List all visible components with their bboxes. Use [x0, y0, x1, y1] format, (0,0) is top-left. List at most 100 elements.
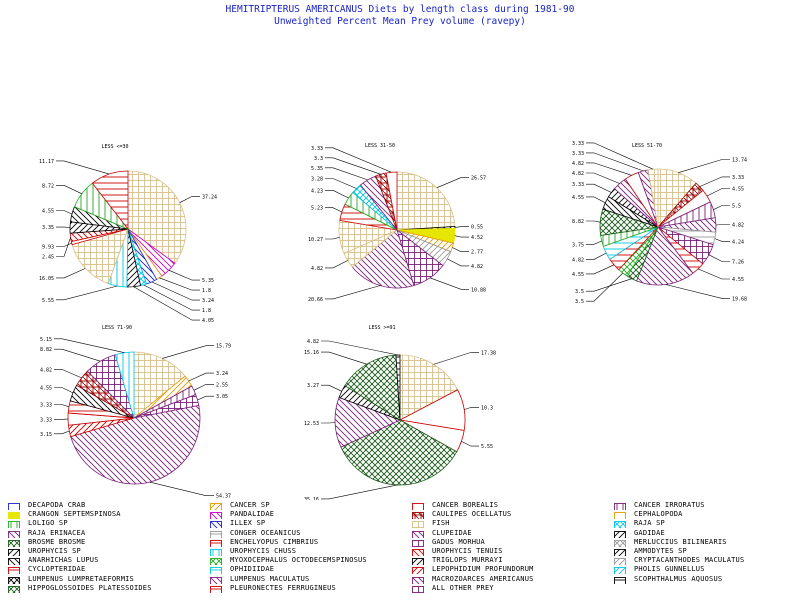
leader-line	[325, 285, 381, 300]
slice-label: 4.82	[732, 223, 744, 229]
leader-line	[151, 281, 200, 301]
legend-label: CRYPTACANTHODES MACULATUS	[634, 556, 745, 565]
slice-label: 3.28	[311, 177, 323, 183]
leader-line	[193, 384, 214, 391]
legend-swatch	[614, 503, 626, 510]
slice-label: 2.77	[471, 250, 483, 256]
slice-label: 4.55	[572, 272, 584, 278]
leader-line	[56, 210, 73, 215]
slice-label: 3.33	[572, 151, 584, 157]
pie-title: LESS 31-50	[365, 143, 395, 149]
legend-label: CRANGON SEPTEMSPINOSA	[28, 510, 121, 519]
pies-layer: LESS <=30 37.24 5.35 1.8 3.24 1.8 4.05 5.55 16.0…	[39, 141, 747, 500]
slice-label: 3.33	[572, 141, 584, 147]
legend-label: CLUPEIDAE	[432, 528, 472, 537]
chart-title: HEMITRIPTERUS AMERICANUS Diets by length…	[225, 4, 575, 15]
slice-label: 10.27	[308, 237, 323, 243]
legend-swatch	[614, 576, 626, 584]
leader-line	[321, 351, 367, 365]
slice-label: 15.79	[216, 344, 231, 350]
legend-swatch	[8, 549, 20, 556]
leader-line	[143, 284, 200, 311]
legend-swatch	[8, 567, 20, 575]
slice-label: 4.52	[471, 235, 483, 241]
leader-line	[321, 340, 399, 356]
legend-swatch	[412, 549, 424, 556]
pie-slice	[351, 229, 415, 289]
legend-label: LOLIGO SP	[28, 519, 68, 528]
legend-label: ANARHICHAS LUPUS	[28, 556, 99, 565]
legend-swatch	[210, 558, 222, 566]
legend-swatch	[412, 530, 424, 538]
slice-label: 5.35	[311, 166, 323, 172]
slice-label: 4.55	[732, 277, 744, 283]
pie-slice	[114, 351, 135, 419]
legend-label: ALL OTHER PREY	[432, 583, 494, 592]
leader-line	[697, 268, 730, 280]
chart-titles: HEMITRIPTERUS AMERICANUS Diets by length…	[0, 4, 800, 28]
legend-label: UROPHYCIS SP	[28, 547, 81, 555]
slice-label: 3.33	[732, 175, 744, 181]
leader-line	[179, 196, 200, 203]
slice-label: 4.82	[307, 339, 319, 345]
slice-label: 4.55	[572, 195, 584, 201]
leader-line	[321, 422, 336, 424]
legend-swatch	[412, 503, 424, 510]
leader-line	[162, 345, 214, 359]
pie-title: LESS <=30	[101, 144, 128, 150]
legend-swatch	[8, 503, 20, 510]
slice-label: 3.75	[572, 242, 584, 248]
legend-label: MYOXOCEPHALUS OCTODECEMSPINOSUS	[230, 556, 367, 565]
legend-label: CANCER IRRORATUS	[634, 501, 705, 509]
legend-label: CANCER BOREALIS	[432, 501, 499, 509]
pie-slice	[127, 170, 187, 264]
leader-line	[321, 384, 342, 392]
pie-title: LESS 71-90	[102, 325, 132, 331]
slice-label: 19.68	[732, 296, 747, 302]
leader-line	[149, 481, 214, 497]
slice-label: 7.26	[732, 260, 744, 266]
legend-swatch	[614, 512, 626, 520]
legend-swatch	[210, 530, 222, 538]
slice-label: 3.33	[40, 417, 52, 423]
slice-label: 3.5	[575, 289, 584, 295]
leader-line	[586, 196, 606, 204]
leader-line	[586, 152, 644, 172]
leader-line	[54, 387, 74, 394]
legend-label: CAULIPES OCELLATUS	[432, 510, 512, 519]
pie-slice	[133, 351, 186, 419]
legend-swatch	[210, 539, 222, 547]
slice-label: 8.72	[42, 183, 54, 189]
leader-line	[56, 237, 71, 257]
slice-label: 11.17	[39, 159, 54, 165]
pie-title: LESS >=91	[368, 325, 395, 331]
pie-slice	[399, 354, 459, 421]
legend-swatch	[412, 558, 424, 566]
slice-label: 4.82	[40, 367, 52, 373]
slice-label: 4.55	[732, 186, 744, 192]
legend-swatch	[614, 567, 626, 575]
leader-line	[454, 235, 469, 238]
slice-label: 35.16	[304, 497, 319, 500]
legend-label: GADIDAE	[634, 528, 665, 537]
slice-label: 3.24	[202, 298, 214, 304]
pie-chart-4: LESS 71-90 15.79 3.24 2.55 3.05 54.37 3.15 3.33…	[40, 325, 231, 500]
slice-label: 4.55	[40, 386, 52, 392]
legend-label: CEPHALOPODA	[634, 510, 683, 519]
slice-label: 5.23	[311, 206, 323, 212]
legend-swatch	[210, 576, 222, 584]
slice-label: 54.37	[216, 494, 231, 500]
legend-label: BROSME BROSME	[28, 537, 86, 546]
slice-label: 4.55	[42, 208, 54, 214]
leader-line	[429, 277, 469, 290]
prey-legend: DECAPODA CRAB CANCER SP CANCER BOREALIS CAN…	[8, 501, 800, 595]
leader-line	[54, 348, 101, 362]
leader-line	[54, 338, 125, 353]
slice-label: 9.93	[42, 244, 54, 250]
legend-swatch	[210, 585, 222, 593]
legend-swatch	[8, 530, 20, 538]
leader-line	[56, 160, 110, 175]
leader-line	[665, 284, 730, 299]
pie-chart-5: LESS >=91 17.38 10.3 5.55 35.16 12.53 3.27 15.1…	[304, 325, 496, 500]
leader-line	[325, 260, 348, 269]
